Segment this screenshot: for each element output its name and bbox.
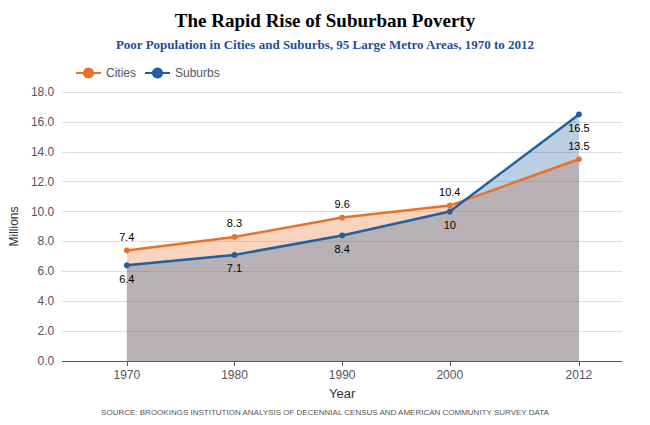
- svg-text:16.0: 16.0: [31, 115, 55, 129]
- svg-text:Millions: Millions: [7, 206, 21, 246]
- svg-text:16.5: 16.5: [568, 122, 589, 134]
- svg-text:Year: Year: [329, 386, 356, 401]
- svg-text:1990: 1990: [329, 368, 356, 382]
- svg-text:12.0: 12.0: [31, 175, 55, 189]
- svg-text:9.6: 9.6: [334, 198, 349, 210]
- svg-text:10.4: 10.4: [439, 186, 460, 198]
- svg-text:6.0: 6.0: [38, 264, 55, 278]
- svg-text:7.4: 7.4: [119, 231, 134, 243]
- svg-text:Poor Population in Cities and: Poor Population in Cities and Suburbs, 9…: [116, 37, 534, 52]
- svg-text:10.0: 10.0: [31, 205, 55, 219]
- svg-text:SOURCE: BROOKINGS INSTITUTION: SOURCE: BROOKINGS INSTITUTION ANALYSIS O…: [101, 408, 549, 417]
- svg-text:8.0: 8.0: [38, 234, 55, 248]
- svg-text:7.1: 7.1: [227, 262, 242, 274]
- svg-text:Cities: Cities: [106, 66, 136, 80]
- svg-text:8.3: 8.3: [227, 217, 242, 229]
- svg-text:6.4: 6.4: [119, 273, 134, 285]
- svg-text:2012: 2012: [566, 368, 593, 382]
- svg-text:2.0: 2.0: [38, 324, 55, 338]
- svg-text:0.0: 0.0: [38, 354, 55, 368]
- svg-text:4.0: 4.0: [38, 294, 55, 308]
- svg-text:14.0: 14.0: [31, 145, 55, 159]
- svg-text:1980: 1980: [221, 368, 248, 382]
- svg-text:Suburbs: Suburbs: [175, 66, 220, 80]
- svg-text:13.5: 13.5: [568, 140, 589, 152]
- svg-text:18.0: 18.0: [31, 85, 55, 99]
- svg-text:8.4: 8.4: [334, 243, 349, 255]
- svg-text:10: 10: [444, 219, 456, 231]
- svg-text:2000: 2000: [436, 368, 463, 382]
- svg-text:The Rapid Rise of Suburban Pov: The Rapid Rise of Suburban Poverty: [175, 10, 476, 31]
- svg-text:1970: 1970: [113, 368, 140, 382]
